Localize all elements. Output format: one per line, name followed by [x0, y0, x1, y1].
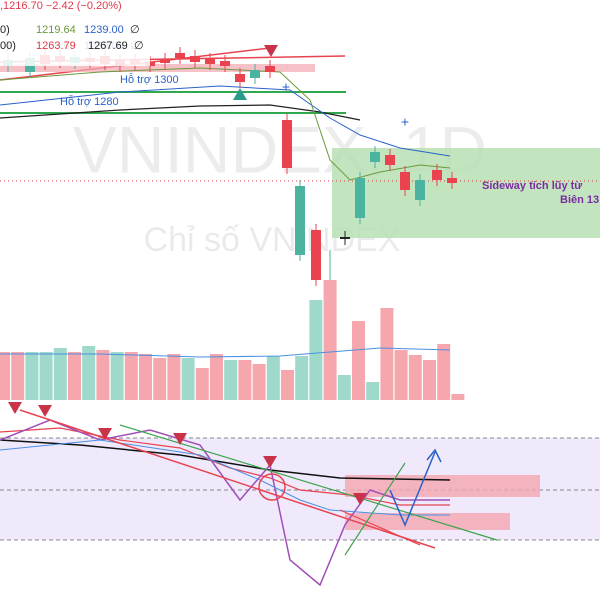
volume-bar — [167, 354, 181, 400]
volume-bar — [82, 346, 96, 400]
arrow-marker — [353, 493, 367, 505]
candle — [235, 74, 245, 82]
volume-bar — [309, 300, 323, 400]
line — [0, 439, 451, 481]
note: Biên 13 — [560, 194, 599, 206]
arrow-marker — [98, 428, 112, 440]
volume-bar — [281, 370, 294, 400]
ma-value: 1263.79 — [36, 40, 76, 52]
candle — [265, 66, 275, 72]
volume-bar — [124, 352, 138, 400]
volume-bar — [110, 352, 124, 400]
arrow-marker — [233, 88, 247, 100]
ma-line — [0, 104, 361, 121]
candle — [340, 237, 350, 239]
candle — [190, 56, 200, 62]
volume-bar — [181, 358, 195, 400]
trend-line — [19, 409, 436, 549]
volume-bar — [451, 394, 465, 400]
candle — [385, 155, 395, 165]
volume-bar — [437, 344, 451, 400]
candle — [282, 120, 292, 168]
arrow-marker — [263, 456, 277, 468]
ma-value: 1239.00 — [84, 24, 124, 36]
candle — [205, 59, 215, 64]
candle — [447, 178, 457, 183]
volume-bar — [252, 364, 266, 400]
resistance-zone — [0, 64, 315, 72]
trend-line — [339, 509, 421, 546]
volume-bar — [366, 382, 380, 400]
volume-bar — [238, 360, 252, 400]
price-line: ,1216.70 −2.42 (−0.20%) — [0, 0, 122, 12]
candle — [250, 70, 260, 78]
ma-value: ∅ — [130, 24, 140, 36]
highlight — [258, 473, 286, 501]
volume-bar — [25, 352, 39, 400]
volume-bar — [68, 352, 81, 400]
note: Sideway tích lũy từ — [482, 180, 582, 192]
forecast-arrow — [389, 451, 436, 527]
volume-bar — [153, 358, 167, 400]
cross-marker: + — [282, 79, 290, 95]
candle — [311, 230, 321, 280]
volume-bar — [53, 348, 67, 400]
ma-line — [0, 85, 451, 157]
support-label: Hỗ trợ 1280 — [60, 95, 119, 108]
candle — [295, 186, 305, 255]
candle — [432, 170, 442, 180]
candle — [175, 53, 185, 58]
volume-bar — [394, 350, 408, 400]
volume-bar — [337, 375, 351, 400]
candle — [400, 172, 410, 190]
candle — [160, 59, 170, 63]
ma-value: 1219.64 — [36, 24, 76, 36]
price-pane: ++ — [0, 45, 457, 312]
volume-bar — [0, 352, 10, 400]
sideway-zone — [332, 148, 600, 238]
volume-bar — [352, 321, 365, 400]
volume-bar — [139, 354, 152, 400]
volume-ma — [0, 347, 451, 358]
ma-value: ∅ — [134, 40, 144, 52]
volume-bar — [39, 352, 53, 400]
arrow-marker — [264, 45, 278, 57]
candle — [415, 180, 425, 200]
volume-bar — [96, 350, 110, 400]
indicator-pane — [0, 402, 600, 587]
candle — [355, 178, 365, 218]
volume-bar — [408, 355, 422, 400]
arrow-marker — [173, 433, 187, 445]
volume-bar — [224, 360, 238, 400]
candle — [220, 61, 230, 66]
forecast-arrow-head — [426, 448, 442, 463]
volume-bar — [323, 280, 337, 400]
legend-backdrop — [0, 36, 150, 66]
volume-bar — [195, 368, 209, 400]
trend-line — [344, 462, 406, 556]
arrow-marker — [38, 405, 52, 417]
arrow-marker — [8, 402, 22, 414]
volume-bar — [380, 308, 394, 400]
volume-bar — [210, 354, 223, 400]
ma-value: 1267.69 — [88, 40, 128, 52]
trend-line — [119, 424, 498, 541]
ma-prefix: 00) — [0, 40, 16, 52]
volume-bar — [11, 352, 25, 400]
candle — [370, 152, 380, 162]
zone — [345, 513, 510, 530]
support-label: Hỗ trợ 1300 — [120, 73, 179, 86]
volume-bar — [266, 356, 280, 400]
cross-marker: + — [401, 114, 409, 130]
volume-pane — [0, 280, 465, 400]
volume-bar — [423, 360, 436, 400]
volume-bar — [295, 356, 309, 400]
ma-prefix: 0) — [0, 24, 10, 36]
